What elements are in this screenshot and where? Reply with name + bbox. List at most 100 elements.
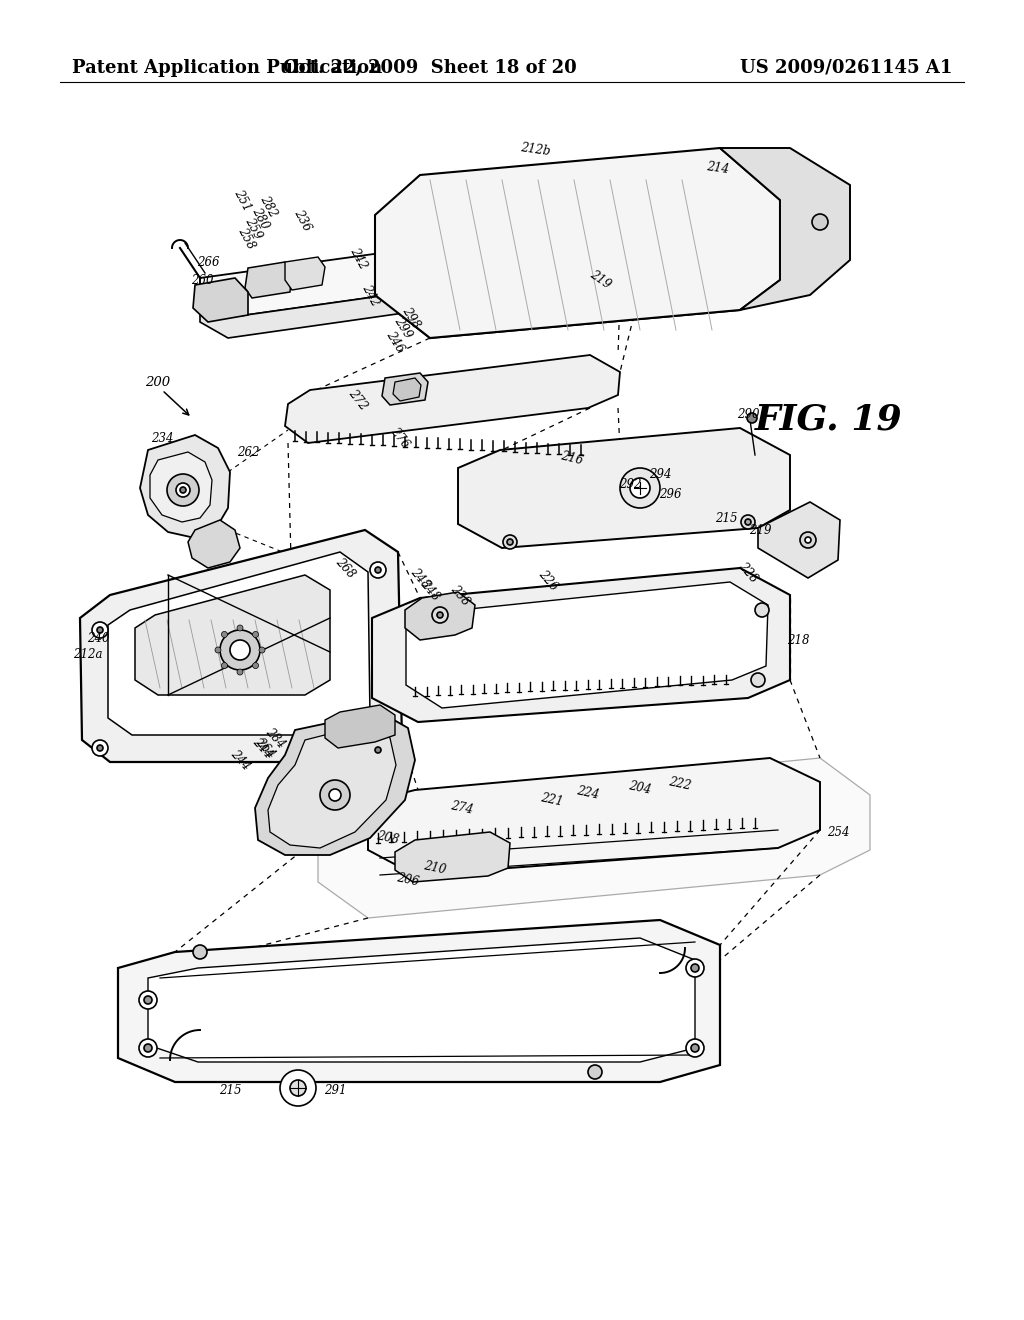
Circle shape	[805, 537, 811, 543]
Text: 244: 244	[250, 735, 274, 760]
Text: 290: 290	[736, 408, 759, 421]
Text: 212a: 212a	[74, 648, 102, 661]
Text: 282: 282	[257, 193, 279, 219]
Text: US 2009/0261145 A1: US 2009/0261145 A1	[739, 59, 952, 77]
Text: 234: 234	[151, 432, 173, 445]
Polygon shape	[255, 711, 415, 855]
Polygon shape	[382, 374, 428, 405]
Text: 266: 266	[197, 256, 219, 268]
Text: 292: 292	[618, 479, 641, 491]
Text: 268: 268	[333, 556, 357, 581]
Text: 280: 280	[249, 205, 271, 231]
Circle shape	[290, 1080, 306, 1096]
Text: 218: 218	[786, 634, 809, 647]
Polygon shape	[393, 378, 421, 401]
Polygon shape	[188, 520, 240, 568]
Text: 216: 216	[559, 449, 585, 467]
Text: 258: 258	[234, 224, 257, 251]
Circle shape	[259, 647, 265, 653]
Text: 219: 219	[749, 524, 771, 536]
Text: 248: 248	[418, 577, 442, 603]
Text: 204: 204	[628, 779, 652, 797]
Polygon shape	[375, 148, 780, 338]
Text: FIG. 19: FIG. 19	[755, 403, 902, 437]
Circle shape	[746, 413, 757, 422]
Text: 221: 221	[540, 791, 564, 809]
Circle shape	[812, 214, 828, 230]
Text: 276: 276	[388, 425, 412, 451]
Text: Oct. 22, 2009  Sheet 18 of 20: Oct. 22, 2009 Sheet 18 of 20	[283, 59, 577, 77]
Text: 210: 210	[423, 859, 447, 876]
Text: 200: 200	[145, 375, 171, 388]
Circle shape	[97, 627, 103, 634]
Circle shape	[167, 474, 199, 506]
Circle shape	[280, 1071, 316, 1106]
Polygon shape	[150, 451, 212, 521]
Text: 206: 206	[395, 871, 421, 888]
Polygon shape	[285, 257, 325, 290]
Circle shape	[588, 1065, 602, 1078]
Circle shape	[230, 640, 250, 660]
Circle shape	[92, 741, 108, 756]
Circle shape	[741, 515, 755, 529]
Text: 236: 236	[291, 207, 313, 234]
Polygon shape	[108, 552, 370, 735]
Polygon shape	[118, 920, 720, 1082]
Polygon shape	[193, 279, 248, 322]
Text: 251: 251	[231, 187, 253, 213]
Text: 226: 226	[536, 568, 560, 593]
Circle shape	[370, 742, 386, 758]
Text: 264: 264	[253, 735, 278, 760]
Text: Patent Application Publication: Patent Application Publication	[72, 59, 382, 77]
Polygon shape	[395, 832, 510, 882]
Circle shape	[139, 1039, 157, 1057]
Text: 262: 262	[237, 446, 259, 458]
Text: 298: 298	[399, 305, 423, 331]
Text: 246: 246	[384, 329, 407, 355]
Circle shape	[92, 622, 108, 638]
Polygon shape	[285, 355, 620, 444]
Circle shape	[176, 483, 190, 498]
Polygon shape	[406, 582, 768, 708]
Circle shape	[253, 631, 258, 638]
Polygon shape	[372, 568, 790, 722]
Text: 296: 296	[658, 488, 681, 502]
Circle shape	[686, 1039, 705, 1057]
Circle shape	[253, 663, 258, 668]
Polygon shape	[140, 436, 230, 539]
Circle shape	[97, 744, 103, 751]
Text: 222: 222	[668, 775, 692, 793]
Text: 259: 259	[242, 215, 264, 242]
Polygon shape	[200, 257, 650, 338]
Polygon shape	[720, 148, 850, 310]
Circle shape	[691, 1044, 699, 1052]
Text: 291: 291	[324, 1084, 346, 1097]
Polygon shape	[135, 576, 330, 696]
Text: 242: 242	[347, 246, 369, 271]
Circle shape	[329, 789, 341, 801]
Text: 260: 260	[190, 273, 213, 286]
Polygon shape	[245, 261, 292, 298]
Text: 215: 215	[715, 511, 737, 524]
Circle shape	[745, 519, 751, 525]
Text: 240: 240	[87, 631, 110, 644]
Circle shape	[221, 663, 227, 668]
Circle shape	[800, 532, 816, 548]
Text: 254: 254	[826, 825, 849, 838]
Circle shape	[755, 603, 769, 616]
Polygon shape	[406, 591, 475, 640]
Text: 248: 248	[408, 565, 432, 591]
Circle shape	[180, 487, 186, 492]
Text: 242: 242	[359, 282, 381, 308]
Circle shape	[144, 997, 152, 1005]
Text: 215: 215	[219, 1084, 242, 1097]
Text: 272: 272	[346, 387, 370, 413]
Polygon shape	[325, 705, 395, 748]
Circle shape	[139, 991, 157, 1008]
Text: 299: 299	[391, 315, 415, 341]
Text: 284: 284	[262, 725, 288, 751]
Circle shape	[507, 539, 513, 545]
Circle shape	[220, 630, 260, 671]
Polygon shape	[200, 220, 650, 318]
Text: 212b: 212b	[519, 141, 551, 158]
